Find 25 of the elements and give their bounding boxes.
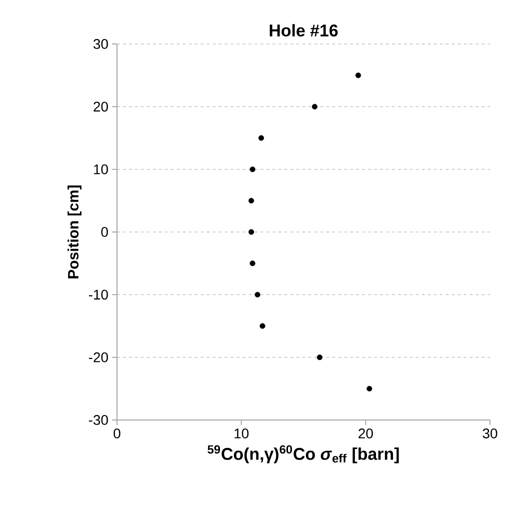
point bbox=[366, 386, 372, 392]
point bbox=[260, 323, 266, 329]
point bbox=[248, 198, 254, 204]
x-tick-label: 30 bbox=[482, 428, 498, 438]
point bbox=[250, 166, 256, 172]
point bbox=[258, 135, 264, 141]
y-tick-label: 30 bbox=[93, 39, 108, 49]
chart-title: Hole #16 bbox=[270, 24, 338, 36]
point bbox=[250, 260, 256, 266]
point bbox=[248, 229, 254, 235]
y-tick-label: 10 bbox=[94, 164, 108, 174]
x-tick-label: 10 bbox=[234, 428, 249, 438]
point bbox=[254, 292, 260, 298]
point bbox=[316, 354, 322, 360]
point bbox=[312, 104, 318, 110]
x-tick-label: 20 bbox=[358, 428, 373, 438]
point bbox=[355, 72, 361, 78]
y-tick-label: 0 bbox=[101, 227, 108, 237]
y-tick-label: -30 bbox=[88, 415, 108, 425]
y-tick-label: 20 bbox=[94, 102, 108, 112]
x-axis-title: $^{59}$Co(n,γ)$^{60}$Co σ$_{eff}$ [barn] bbox=[208, 445, 399, 464]
x-tick-label: 0 bbox=[114, 428, 120, 438]
y-axis-title: Position [cm] bbox=[68, 186, 82, 278]
y-tick-label: -20 bbox=[88, 352, 108, 362]
y-tick-label: -10 bbox=[88, 290, 108, 300]
